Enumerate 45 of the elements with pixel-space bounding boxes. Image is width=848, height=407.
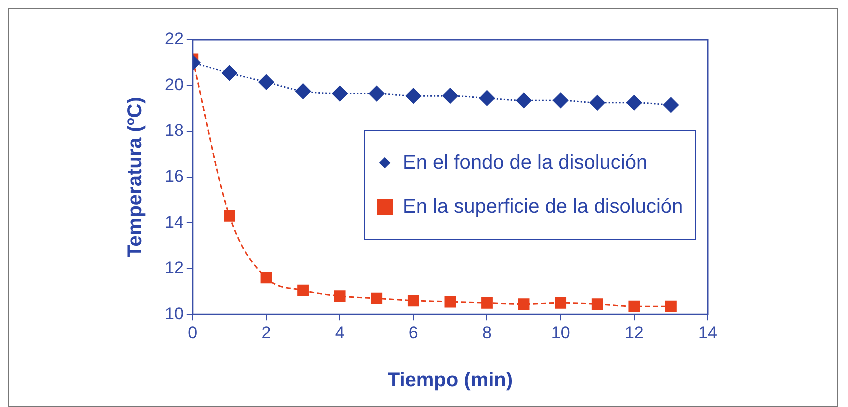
y-tick-label: 20	[164, 75, 184, 94]
point	[332, 86, 348, 102]
y-tick-label: 12	[164, 258, 184, 278]
y-tick-label: 14	[164, 212, 184, 232]
point	[479, 90, 495, 106]
x-tick-label: 2	[262, 323, 272, 342]
point	[258, 74, 274, 90]
point	[442, 88, 458, 104]
point	[628, 300, 640, 312]
point	[406, 88, 422, 104]
x-tick-label: 0	[188, 323, 198, 342]
point	[444, 296, 456, 308]
point	[222, 65, 238, 81]
y-axis-title: Temperatura (ºC)	[124, 97, 147, 258]
point	[666, 300, 677, 312]
point	[298, 284, 309, 296]
point	[590, 95, 606, 111]
y-tick-label: 22	[164, 30, 184, 49]
y-tick-label: 10	[164, 304, 184, 324]
point	[482, 297, 493, 309]
point	[553, 92, 569, 108]
legend-label: En el fondo de la disolución	[403, 152, 648, 175]
x-tick-label: 10	[551, 323, 570, 342]
point	[408, 295, 420, 307]
point	[516, 92, 532, 108]
y-tick-label: 18	[164, 121, 184, 140]
point	[371, 292, 383, 304]
point	[663, 97, 679, 113]
point	[592, 298, 604, 310]
point	[334, 290, 346, 302]
point	[626, 95, 642, 111]
legend-label: En la superficie de la disolución	[403, 196, 684, 219]
y-tick-label: 16	[164, 166, 184, 186]
x-tick-label: 14	[698, 323, 718, 342]
point	[518, 298, 530, 310]
x-tick-label: 12	[624, 323, 644, 342]
x-axis-title: Tiempo (min)	[388, 370, 514, 392]
x-tick-label: 4	[335, 323, 345, 342]
point	[296, 84, 312, 100]
x-tick-label: 6	[408, 323, 418, 342]
point	[555, 297, 567, 309]
point	[260, 272, 272, 284]
point	[369, 86, 385, 102]
point	[224, 210, 236, 222]
x-tick-label: 8	[482, 323, 492, 342]
